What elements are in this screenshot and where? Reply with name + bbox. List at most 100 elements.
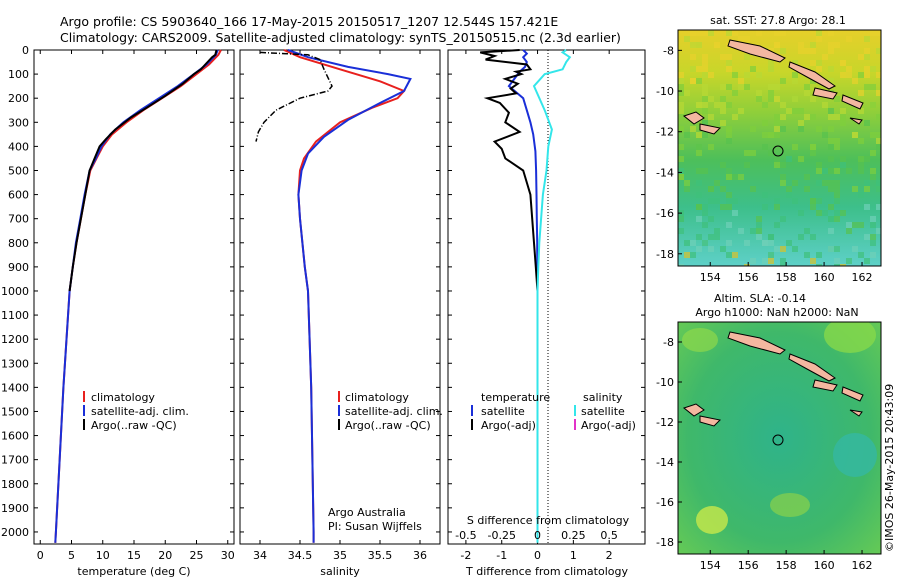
legend-title-temperature: temperature [481,391,550,404]
salinity-panel-frame [239,49,441,545]
depth-tick-label: 1800 [1,478,29,491]
legend-swatch-satellite [338,405,340,416]
island-shape [682,39,864,135]
salinity-xlabel: salinity [320,565,360,578]
sst-map-image [678,30,881,266]
x-tick-label: 15 [127,549,141,562]
map-y-label: -12 [656,416,674,429]
map-y-label: -8 [663,336,674,349]
depth-tick-label: 2000 [1,526,29,539]
depth-tick-label: 400 [8,140,29,153]
header-line2: Climatology: CARS2009. Satellite-adjuste… [60,30,621,45]
depth-tick-label: 1000 [1,285,29,298]
map-x-label: 156 [738,559,759,572]
difference-x-axis: -2 -1 0 1 2 [460,50,613,562]
legend-swatch-sal-argo [574,419,576,430]
sst-map-axes: 154 156 158 160 162 -8 -10 -12 -14 -16 -18 [656,44,872,284]
imos-stamp: ©IMOS 26-May-2015 20:43:09 [883,384,896,552]
top-tick-label: -0.5 [455,529,476,542]
map-y-label: -14 [656,166,674,179]
series-line-argo-raw-qc- [68,49,218,292]
x-tick-label: 25 [190,549,204,562]
series-line-argo-raw-qc- [255,51,333,142]
series-line-satellite-adj-clim- [287,49,412,543]
series-line-satellite [507,49,539,316]
depth-tick-label: 1400 [1,381,29,394]
temperature-xlabel: temperature (deg C) [77,565,190,578]
island-shape [682,331,864,427]
map-x-label: 158 [776,271,797,284]
credit-pi: PI: Susan Wijffels [328,520,422,533]
salinity-legend: climatology satellite-adj. clim. Argo(..… [338,391,443,432]
depth-tick-label: 1900 [1,502,29,515]
difference-xlabel-bottom: T difference from climatology [465,565,628,578]
legend-swatch-temp-satellite [471,405,473,416]
legend-label-climatology: climatology [345,391,409,404]
x-tick-label: 34.5 [288,549,313,562]
map-y-label: -18 [656,536,674,549]
temperature-panel-frame [33,49,235,545]
legend-swatch-climatology [83,391,85,402]
series-line-climatology [54,49,222,543]
map-y-label: -10 [656,376,674,389]
legend-title-salinity: salinity [583,391,623,404]
depth-tick-label: 1100 [1,309,29,322]
map-x-label: 162 [852,271,873,284]
x-tick-label: 1 [570,549,577,562]
legend-swatch-sal-satellite [574,405,576,416]
top-tick-label: -0.25 [487,529,515,542]
series-line-argo-adj- [479,49,539,292]
temperature-series [54,49,222,543]
top-tick-label: 0 [534,529,541,542]
sla-map-frame [677,321,882,555]
legend-swatch-climatology [338,391,340,402]
map-x-label: 156 [738,271,759,284]
depth-tick-label: 1500 [1,405,29,418]
depth-tick-label: 600 [8,189,29,202]
map-x-label: 162 [852,559,873,572]
difference-xlabel-top: S difference from climatology [467,514,630,527]
depth-tick-label: 0 [22,44,29,57]
salinity-series [255,49,412,543]
map-y-label: -10 [656,85,674,98]
depth-tick-label: 800 [8,237,29,250]
depth-tick-label: 200 [8,92,29,105]
depth-tick-label: 1200 [1,333,29,346]
x-tick-label: -2 [460,549,471,562]
map-y-label: -8 [663,44,674,57]
map-y-label: -16 [656,496,674,509]
map-x-label: 154 [700,271,721,284]
map-y-label: -14 [656,456,674,469]
series-line-satellite-adj-clim- [54,49,219,543]
legend-label-sal-satellite: satellite [581,405,625,418]
depth-tick-label: 1700 [1,454,29,467]
map-x-label: 154 [700,559,721,572]
x-tick-label: 20 [158,549,172,562]
sst-map-frame [677,29,882,267]
sla-map-title-line2: Argo h1000: NaN h2000: NaN [695,306,858,319]
difference-panel-frame [447,49,646,545]
x-tick-label: 2 [606,549,613,562]
series-line-satellite [532,49,572,543]
legend-label-argo: Argo(..raw -QC) [91,419,177,432]
depth-tick-label: 100 [8,68,29,81]
argo-location-marker [772,145,784,157]
difference-top-ticks: -0.5 -0.25 0 0.25 0.5 [455,529,618,542]
sla-map-title-line1: Altim. SLA: -0.14 [714,292,806,305]
top-tick-label: 0.5 [600,529,618,542]
x-tick-label: 30 [221,549,235,562]
map-y-label: -16 [656,207,674,220]
depth-tick-label: 700 [8,213,29,226]
legend-swatch-satellite [83,405,85,416]
x-tick-label: 0 [534,549,541,562]
legend-label-argo: Argo(..raw -QC) [345,419,431,432]
temperature-x-axis: 0 5 10 15 20 25 30 [37,50,235,562]
sla-map-image [678,322,881,554]
depth-tick-label: 1600 [1,430,29,443]
depth-tick-label: 1300 [1,357,29,370]
legend-label-satellite: satellite-adj. clim. [91,405,189,418]
legend-swatch-argo [83,419,85,430]
map-y-label: -12 [656,126,674,139]
x-tick-label: 35 [333,549,347,562]
map-x-label: 160 [814,271,835,284]
